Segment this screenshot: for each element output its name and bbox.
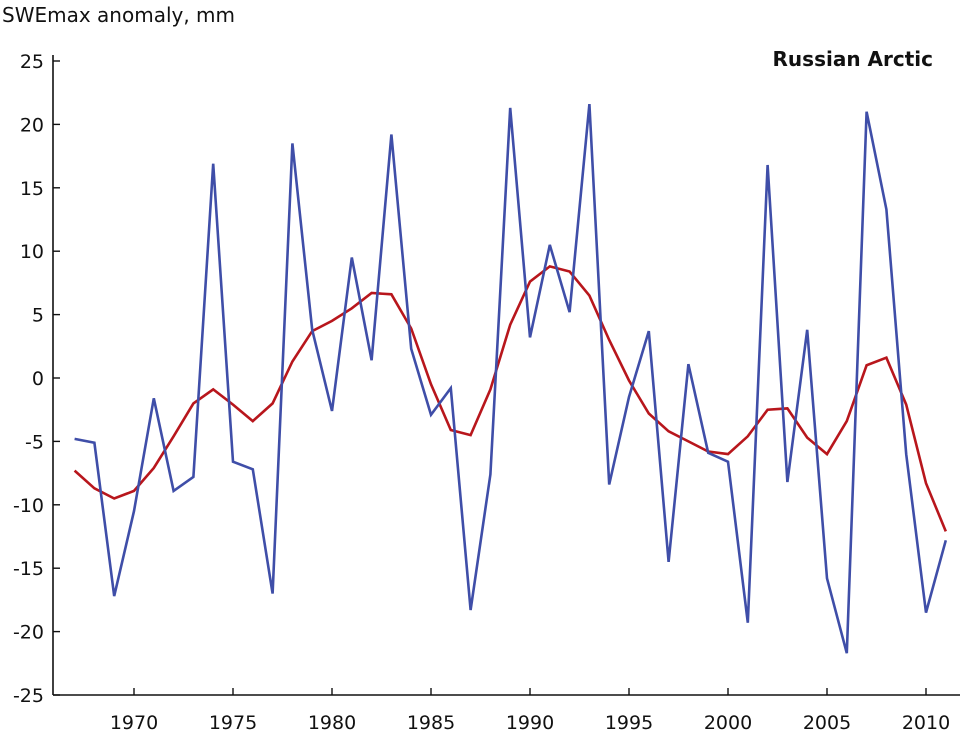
y-tick-label: -20 — [13, 622, 44, 644]
x-tick-label: 1970 — [110, 712, 158, 734]
x-tick-label: 1975 — [209, 712, 257, 734]
y-tick-label: 5 — [32, 305, 44, 327]
chart-title: Russian Arctic — [773, 47, 933, 71]
y-tick-label: -10 — [13, 495, 44, 517]
y-tick-label: 25 — [20, 51, 44, 73]
series-group — [73, 103, 948, 654]
y-tick-label: 20 — [20, 114, 44, 136]
series-line-annual — [74, 103, 948, 654]
y-tick-label: -15 — [13, 558, 44, 580]
x-tick-label: 1990 — [506, 712, 554, 734]
y-axis-title: SWEmax anomaly, mm — [2, 3, 235, 27]
y-tick-label: -5 — [25, 431, 44, 453]
x-tick-label: 1980 — [308, 712, 356, 734]
y-tick-label: 10 — [20, 241, 44, 263]
y-tick-label: 15 — [20, 178, 44, 200]
axes: 25 20 15 10 5 0 -5 -10 -15 -20 -25 1970 1975 1980 1985… — [13, 51, 960, 734]
x-tick-label: 1985 — [407, 712, 455, 734]
x-tick-label: 2010 — [902, 712, 950, 734]
x-tick-label: 2000 — [704, 712, 752, 734]
x-tick-label: 2005 — [803, 712, 851, 734]
y-tick-label: -25 — [13, 685, 44, 707]
y-tick-label: 0 — [32, 368, 44, 390]
x-tick-label: 1995 — [605, 712, 653, 734]
